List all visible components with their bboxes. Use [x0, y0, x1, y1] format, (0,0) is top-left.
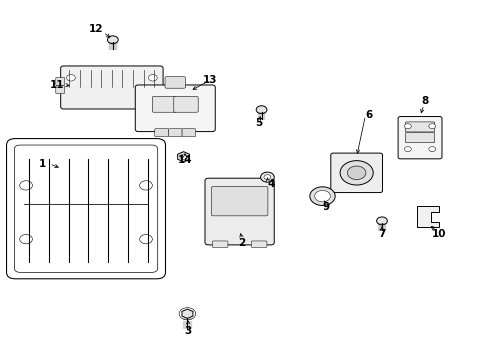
- Circle shape: [376, 217, 386, 225]
- FancyBboxPatch shape: [405, 122, 434, 132]
- Circle shape: [404, 124, 410, 129]
- Text: 12: 12: [88, 24, 103, 35]
- Circle shape: [20, 234, 32, 244]
- Text: 7: 7: [378, 229, 385, 239]
- FancyBboxPatch shape: [168, 129, 182, 136]
- FancyBboxPatch shape: [56, 77, 64, 85]
- Circle shape: [140, 181, 152, 190]
- Polygon shape: [182, 309, 193, 319]
- Circle shape: [339, 161, 372, 185]
- Text: 8: 8: [421, 96, 427, 106]
- FancyBboxPatch shape: [56, 86, 64, 94]
- Polygon shape: [177, 152, 189, 162]
- Text: 3: 3: [184, 325, 192, 336]
- Text: 11: 11: [49, 80, 64, 90]
- Circle shape: [140, 234, 152, 244]
- Text: 14: 14: [177, 155, 192, 165]
- Text: 1: 1: [39, 159, 46, 169]
- Circle shape: [66, 75, 75, 81]
- FancyBboxPatch shape: [204, 178, 274, 245]
- FancyBboxPatch shape: [211, 186, 267, 216]
- Circle shape: [314, 190, 330, 202]
- Polygon shape: [416, 206, 438, 227]
- Circle shape: [107, 36, 118, 44]
- Circle shape: [180, 154, 186, 159]
- Text: 2: 2: [238, 238, 245, 248]
- Circle shape: [148, 75, 157, 81]
- FancyBboxPatch shape: [173, 96, 198, 112]
- Text: 5: 5: [255, 118, 262, 128]
- FancyBboxPatch shape: [330, 153, 382, 193]
- FancyBboxPatch shape: [135, 85, 215, 132]
- Circle shape: [346, 166, 365, 180]
- FancyBboxPatch shape: [397, 117, 441, 159]
- FancyBboxPatch shape: [405, 133, 434, 143]
- FancyBboxPatch shape: [251, 241, 266, 247]
- Circle shape: [428, 124, 435, 129]
- Text: 10: 10: [431, 229, 446, 239]
- Circle shape: [260, 172, 274, 182]
- Circle shape: [20, 181, 32, 190]
- Circle shape: [264, 175, 270, 180]
- FancyBboxPatch shape: [152, 96, 176, 112]
- FancyBboxPatch shape: [182, 129, 195, 136]
- Text: 6: 6: [365, 111, 372, 121]
- FancyBboxPatch shape: [61, 66, 163, 109]
- Text: 13: 13: [203, 75, 217, 85]
- FancyBboxPatch shape: [155, 129, 168, 136]
- Text: 9: 9: [322, 202, 329, 212]
- Circle shape: [428, 147, 435, 152]
- FancyBboxPatch shape: [212, 241, 227, 247]
- Circle shape: [309, 187, 334, 206]
- Circle shape: [404, 147, 410, 152]
- Circle shape: [256, 106, 266, 114]
- FancyBboxPatch shape: [164, 77, 185, 88]
- Text: 4: 4: [267, 179, 274, 189]
